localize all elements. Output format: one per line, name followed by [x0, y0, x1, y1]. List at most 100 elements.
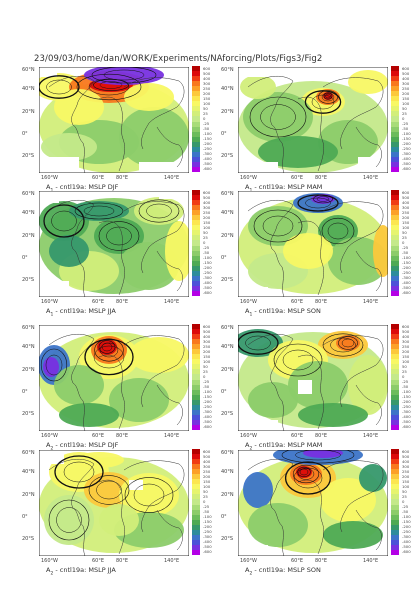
colorbar-tick-label: -400 [203, 414, 212, 420]
colorbar-segment [192, 146, 200, 153]
latitude-tick-label: 0° [221, 254, 227, 261]
colorbar-tick-label: 25 [203, 110, 208, 116]
colorbar-segment [192, 260, 200, 266]
colorbar-tick-label: 200 [402, 214, 410, 220]
colorbar-tick-label: -200 [402, 399, 411, 405]
colorbar-segment [391, 275, 399, 282]
colorbar-tick-label: -600 [203, 424, 212, 430]
colorbar-tick-label: 500 [402, 194, 410, 200]
longitude-tick-label: 140°E [363, 558, 379, 564]
colorbar-tick-label: -300 [402, 409, 411, 415]
colorbar-segment [192, 494, 200, 500]
colorbar-tick-label: -50 [203, 384, 210, 390]
colorbar-segment [391, 469, 399, 475]
colorbar-segment [391, 374, 399, 380]
colorbar-segment [391, 141, 399, 148]
colorbar-tick-label: 200 [203, 214, 211, 220]
colorbar-tick-label: 300 [203, 463, 211, 469]
colorbar-tick-label: -100 [203, 389, 212, 395]
colorbar-tick-label: -600 [203, 290, 212, 296]
anomaly-shading [44, 495, 94, 545]
colorbar-tick-label: 250 [402, 85, 410, 91]
colorbar-segment [192, 539, 200, 546]
longitude-tick-label: 160°W [41, 558, 58, 564]
colorbar-tick-label: -150 [402, 394, 411, 400]
colorbar-tick-label: 0 [203, 498, 206, 504]
colorbar-segment [391, 71, 399, 77]
colorbar-tick-label: 100 [203, 483, 211, 489]
colorbar-segment [391, 270, 399, 277]
colorbar-segment [391, 334, 399, 340]
colorbar: 600 500 400 300 250 200 150 100 50 25 0 -25 -50 -100-… [192, 66, 212, 173]
colorbar-tick-label: -400 [203, 539, 212, 545]
colorbar-segment [391, 344, 399, 350]
latitude-tick-label: 60°N [22, 191, 35, 198]
colorbar-tick-label: 250 [402, 209, 410, 215]
colorbar-segment [391, 384, 399, 390]
colorbar-tick-label: 150 [402, 478, 410, 484]
colorbar-segment [192, 484, 200, 490]
anomaly-map [39, 67, 189, 173]
colorbar-segment [391, 66, 399, 72]
colorbar-segment [391, 324, 399, 330]
colorbar-segment [192, 499, 200, 505]
colorbar-segment [192, 349, 200, 355]
anomaly-shading [248, 503, 308, 547]
anomaly-shading [258, 136, 338, 168]
colorbar-segment [391, 349, 399, 355]
colorbar-segment [192, 205, 200, 211]
colorbar-segment [391, 399, 399, 406]
colorbar-tick-label: -250 [203, 404, 212, 410]
colorbar-segment [192, 544, 200, 551]
colorbar-segment [391, 235, 399, 241]
colorbar-segment [192, 324, 200, 330]
colorbar-segment [391, 394, 399, 400]
latitude-tick-label: 0° [22, 388, 28, 395]
colorbar-tick-label: 50 [203, 488, 208, 494]
colorbar-segment [192, 474, 200, 480]
colorbar-tick-label: 150 [203, 95, 211, 101]
colorbar-segment [391, 539, 399, 546]
colorbar-tick-label: -25 [203, 245, 210, 251]
colorbar: 600 500 400 300 250 200 150 100 50 25 0 -25 -50 -100-… [391, 66, 411, 173]
colorbar-segment [192, 519, 200, 525]
colorbar-tick-label: 500 [402, 328, 410, 334]
anomaly-shading [238, 329, 283, 357]
latitude-tick-label: 20°S [22, 153, 35, 160]
colorbar-tick-label: 100 [203, 100, 211, 106]
colorbar-segment [391, 161, 399, 168]
longitude-tick-label: 80°E [116, 558, 129, 564]
longitude-tick-label: 140°E [164, 433, 180, 439]
colorbar-tick-label: -50 [402, 250, 409, 256]
colorbar-tick-label: -400 [402, 280, 411, 286]
anomaly-map [39, 325, 189, 431]
colorbar-tick-label: -300 [203, 151, 212, 157]
anomaly-shading [74, 452, 124, 468]
colorbar-segment [391, 369, 399, 375]
colorbar-segment [192, 76, 200, 82]
longitude-tick-label: 140°E [363, 175, 379, 181]
longitude-tick-label: 140°E [363, 433, 379, 439]
longitude-tick-label: 160°W [240, 558, 257, 564]
colorbar-tick-label: -150 [203, 260, 212, 266]
colorbar-tick-label: 250 [402, 343, 410, 349]
panel-title-subscript: 2 [50, 446, 54, 452]
colorbar-segment [192, 220, 200, 226]
latitude-tick-label: 20°N [221, 491, 234, 498]
longitude-tick-label: 160°W [240, 433, 257, 439]
anomaly-map [238, 450, 388, 556]
colorbar-tick-label: 50 [402, 105, 407, 111]
colorbar-tick-label: 150 [402, 353, 410, 359]
colorbar-segment [391, 151, 399, 158]
colorbar-segment [192, 514, 200, 520]
panel-title: A2 - cntl19a: MSLP JJA [46, 566, 116, 577]
anomaly-shading [296, 466, 312, 478]
colorbar-segment [192, 215, 200, 221]
colorbar-tick-label: -250 [402, 529, 411, 535]
anomaly-shading [288, 361, 348, 409]
longitude-tick-label: 60°E [291, 558, 304, 564]
latitude-tick-label: 40°N [22, 344, 35, 351]
latitude-tick-label: 0° [221, 388, 227, 395]
colorbar-tick-label: -500 [402, 161, 411, 167]
colorbar-segment [192, 250, 200, 256]
